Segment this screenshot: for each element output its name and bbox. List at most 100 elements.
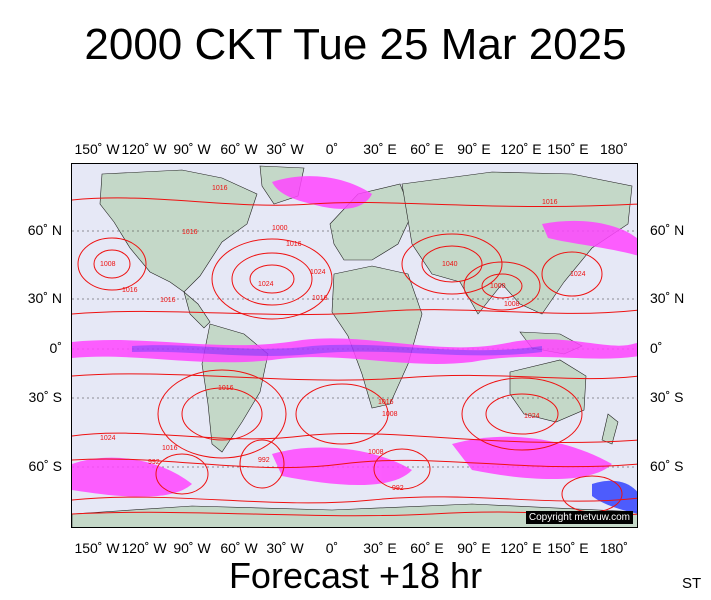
isobar (181, 387, 263, 441)
left-lat-label: 60˚ S (28, 458, 62, 474)
isobar-label: 1024 (258, 281, 274, 288)
right-lat-label: 30˚ S (650, 389, 684, 405)
isobar (421, 245, 483, 283)
isobar (157, 369, 287, 459)
right-lat-label: 60˚ N (650, 222, 685, 238)
isobar (295, 383, 389, 445)
bottom-lon-label: 60˚ W (220, 540, 258, 556)
isobar (72, 309, 637, 316)
top-lon-label: 120˚ E (500, 141, 542, 157)
top-lon-label: 30˚ W (266, 141, 304, 157)
isobar-label: 1024 (570, 271, 586, 278)
right-lat-label: 0˚ (650, 340, 663, 356)
top-lon-label: 0˚ (325, 141, 339, 157)
isobar-label: 992 (258, 457, 270, 464)
isobar-label: 1024 (310, 269, 326, 276)
isobar-label: 1016 (378, 399, 394, 406)
isobar-label: 1024 (524, 413, 540, 420)
isobar (231, 252, 313, 306)
isobar (72, 496, 637, 504)
southern-ocean-rain-4 (592, 480, 637, 514)
isobar-label: 1008 (100, 261, 116, 268)
forecast-label: Forecast +18 hr (228, 555, 483, 596)
isobar-label: 1000 (272, 225, 288, 232)
top-lon-label: 30˚ E (363, 141, 397, 157)
isobar (72, 432, 637, 443)
isobar (211, 238, 333, 320)
isobar (72, 458, 637, 469)
isobar-label: 1040 (442, 261, 458, 268)
isobar-label: 992 (392, 485, 404, 492)
isobar-label: 1016 (542, 199, 558, 206)
bottom-lon-label: 150˚ W (74, 540, 120, 556)
isobar-label: 1008 (382, 411, 398, 418)
weather-map: 1016 1016 1000 1016 1008 1016 1016 1024 … (71, 163, 638, 528)
isobar (373, 448, 431, 490)
isobar (77, 237, 147, 291)
bottom-lon-label: 180˚ (599, 540, 629, 556)
isobar (239, 439, 285, 489)
copyright-notice: Copyright metvuw.com (525, 511, 633, 524)
north-pacific-rain (542, 220, 637, 256)
corner-label: ST (682, 575, 702, 592)
top-lon-label: 150˚ W (74, 141, 120, 157)
bottom-lon-label: 30˚ E (363, 540, 397, 556)
isobar-label: 1016 (286, 241, 302, 248)
bottom-lon-label: 90˚ W (173, 540, 211, 556)
new-zealand (601, 413, 619, 445)
right-lat-label: 60˚ S (650, 458, 684, 474)
map-title: 2000 CKT Tue 25 Mar 2025 (84, 20, 627, 69)
isobar-label: 1016 (218, 385, 234, 392)
isobar-labels: 1016 1016 1000 1016 1008 1016 1016 1024 … (100, 185, 586, 492)
itcz-core (132, 344, 542, 356)
isobar-label: 1024 (100, 435, 116, 442)
top-lon-label: 60˚ W (220, 141, 258, 157)
bottom-lon-label: 120˚ E (500, 540, 542, 556)
right-lat-label: 30˚ N (650, 290, 685, 306)
bottom-lon-label: 150˚ E (547, 540, 589, 556)
isobar-label: 1016 (312, 295, 328, 302)
isobar (481, 273, 523, 299)
top-lon-label: 180˚ (599, 141, 629, 157)
isobar-label: 1016 (162, 445, 178, 452)
isobar (155, 453, 209, 495)
asia (401, 171, 633, 315)
central-america (183, 291, 211, 329)
africa (331, 265, 423, 409)
isobar-label: 1016 (182, 229, 198, 236)
isobar-label: 1016 (160, 297, 176, 304)
isobar (72, 197, 637, 208)
isobar-label: 992 (148, 459, 160, 466)
top-lon-label: 150˚ E (547, 141, 589, 157)
isobar-label: 1016 (122, 287, 138, 294)
isobar (541, 251, 603, 297)
top-lon-label: 120˚ W (121, 141, 167, 157)
bottom-lon-label: 0˚ (325, 540, 339, 556)
top-lon-label: 90˚ W (173, 141, 211, 157)
southern-ocean-rain-2 (272, 447, 412, 485)
bottom-lon-label: 90˚ E (457, 540, 491, 556)
isobar (485, 393, 559, 435)
north-atlantic-rain (272, 176, 372, 209)
isobar (401, 233, 503, 295)
isobar (463, 261, 541, 311)
bottom-lon-label: 30˚ W (266, 540, 304, 556)
weather-map-canvas: 1016 1016 1000 1016 1008 1016 1016 1024 … (72, 164, 637, 527)
bottom-lon-label: 120˚ W (121, 540, 167, 556)
top-lon-label: 90˚ E (457, 141, 491, 157)
isobar (461, 377, 583, 451)
left-lat-label: 30˚ S (28, 389, 62, 405)
australia (509, 359, 587, 423)
isobar (93, 249, 131, 279)
isobar (72, 373, 637, 381)
isobar-label: 1008 (368, 449, 384, 456)
isobar-label: 1008 (504, 301, 520, 308)
southern-ocean-rain-3 (452, 436, 612, 480)
isobar-label: 1000 (490, 283, 506, 290)
left-lat-label: 30˚ N (27, 290, 62, 306)
left-lat-label: 60˚ N (27, 222, 62, 238)
isobar-label: 1016 (212, 185, 228, 192)
bottom-lon-label: 60˚ E (410, 540, 444, 556)
top-lon-label: 60˚ E (410, 141, 444, 157)
isobar (249, 264, 295, 294)
